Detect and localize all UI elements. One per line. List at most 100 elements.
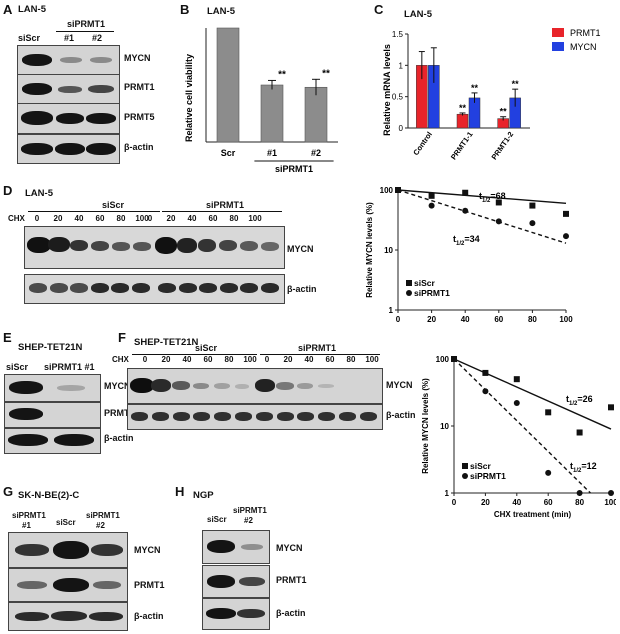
band — [15, 544, 49, 556]
panel-e-lane-2: siPRMT1 #1 — [44, 362, 95, 372]
f-plot-point-circle — [451, 356, 457, 362]
band — [276, 382, 294, 390]
panel-g-label-mycn: MYCN — [134, 545, 161, 555]
panel-a-letter: A — [3, 2, 13, 17]
panel-e-lane-1: siScr — [6, 362, 29, 372]
panel-d-label-actin: β-actin — [287, 284, 317, 294]
b-bar — [260, 84, 284, 143]
band — [239, 577, 265, 586]
f-plot-x-tick-label: 100 — [604, 498, 616, 507]
panel-c-letter: C — [374, 2, 384, 17]
d-plot-point-circle — [428, 202, 435, 209]
t-symbol: t — [570, 461, 573, 471]
panel-f-label-actin: β-actin — [386, 410, 416, 420]
band — [235, 384, 249, 389]
c-y-tick-label: 1 — [399, 61, 404, 70]
d-plot-point-circle — [462, 207, 469, 214]
band — [8, 434, 48, 446]
halflife-value: =26 — [577, 394, 592, 404]
panel-d-cell-line: LAN-5 — [25, 188, 53, 199]
panel-d-group2: siPRMT1 — [205, 200, 244, 210]
b-tick-label: #2 — [311, 148, 321, 158]
panel-a-label-prmt1: PRMT1 — [124, 82, 155, 92]
panel-e-label-actin: β-actin — [104, 433, 134, 443]
d-plot-point-square — [462, 189, 469, 196]
band — [172, 381, 190, 390]
panel-c-cell-line: LAN-5 — [404, 9, 432, 20]
halflife-value: =34 — [464, 234, 479, 244]
panel-a-group-label: siPRMT1 — [66, 19, 105, 29]
panel-e-letter: E — [3, 330, 12, 345]
f-plot-ylabel: Relative MYCN levels (%) — [421, 378, 430, 474]
d-plot-legend-label: siPRMT1 — [414, 288, 450, 298]
panel-f-label-mycn: MYCN — [386, 380, 413, 390]
time-label: 20 — [53, 214, 63, 223]
panel-d-group2-line — [162, 211, 282, 212]
time-label: 0 — [147, 214, 153, 223]
half-subscript: 1/2 — [482, 198, 491, 204]
half-subscript: 1/2 — [456, 241, 465, 247]
band — [178, 283, 197, 293]
panel-d-letter: D — [3, 183, 13, 198]
c-legend-swatch — [552, 28, 564, 37]
band — [21, 143, 53, 155]
band — [17, 581, 47, 589]
d-plot-x-tick-label: 60 — [494, 315, 503, 324]
band — [22, 54, 52, 66]
c-legend-label: PRMT1 — [570, 28, 601, 38]
panel-a-group-line — [56, 31, 114, 32]
f-plot-halflife-label: t1/2=12 — [570, 461, 597, 474]
half-subscript: 1/2 — [569, 401, 578, 407]
panel-h-lane2-bottom: #2 — [244, 516, 253, 525]
panel-f-group2: siPRMT1 — [297, 343, 336, 353]
panel-d-blot-actin — [24, 274, 285, 304]
d-plot-point-circle — [495, 218, 502, 225]
time-label: 60 — [203, 355, 213, 364]
panel-f-group1-line — [132, 354, 257, 355]
band — [130, 378, 154, 393]
band — [15, 612, 49, 621]
time-label: 40 — [74, 214, 84, 223]
time-label: 80 — [346, 355, 356, 364]
panel-c-chart: Relative mRNA levels 0 0.5 1 1.5 Control ** **… — [382, 28, 601, 161]
band — [51, 611, 87, 621]
d-plot-x-tick-label: 0 — [396, 315, 401, 324]
d-plot-area: Relative MYCN levels (%) 1 10 100 0 20 40 60 80 1… — [365, 186, 573, 328]
band — [172, 412, 190, 421]
band — [49, 283, 68, 293]
band-row — [128, 369, 382, 403]
band — [276, 412, 294, 421]
band — [29, 283, 47, 293]
band — [207, 540, 235, 553]
panel-g-blot-mycn — [8, 532, 128, 568]
time-label: 80 — [224, 355, 234, 364]
d-plot-point-square — [495, 199, 502, 206]
f-plot-point-square — [482, 369, 489, 376]
panel-b-letter: B — [180, 2, 190, 17]
band — [70, 240, 88, 251]
c-y-tick-label: 1.5 — [392, 30, 404, 39]
band — [206, 608, 236, 619]
t-symbol: t — [479, 191, 482, 201]
band — [318, 412, 336, 421]
band — [261, 242, 279, 251]
band — [48, 237, 70, 252]
d-plot-x-tick-label: 20 — [427, 315, 436, 324]
b-bar — [304, 86, 328, 143]
band — [70, 283, 88, 293]
halflife-value: =12 — [581, 461, 596, 471]
time-label: 60 — [325, 355, 335, 364]
time-label: 100 — [243, 355, 257, 364]
panel-b-chart: Relative cell viability Scr ** #1 ** #2 siPRM… — [184, 27, 338, 174]
time-label: 60 — [208, 214, 218, 223]
band — [111, 283, 129, 293]
panel-g-lane2: siScr — [56, 518, 76, 527]
b-ylabel: Relative cell viability — [184, 54, 194, 142]
d-plot-point-circle — [395, 187, 401, 193]
band — [93, 581, 121, 589]
d-plot-halflife-label: t1/2=34 — [453, 234, 480, 247]
f-plot-point-square — [576, 429, 583, 436]
f-plot-legend-label: siPRMT1 — [470, 471, 506, 481]
panel-g-lane1-top: siPRMT1 — [12, 511, 46, 520]
time-label: 40 — [304, 355, 314, 364]
